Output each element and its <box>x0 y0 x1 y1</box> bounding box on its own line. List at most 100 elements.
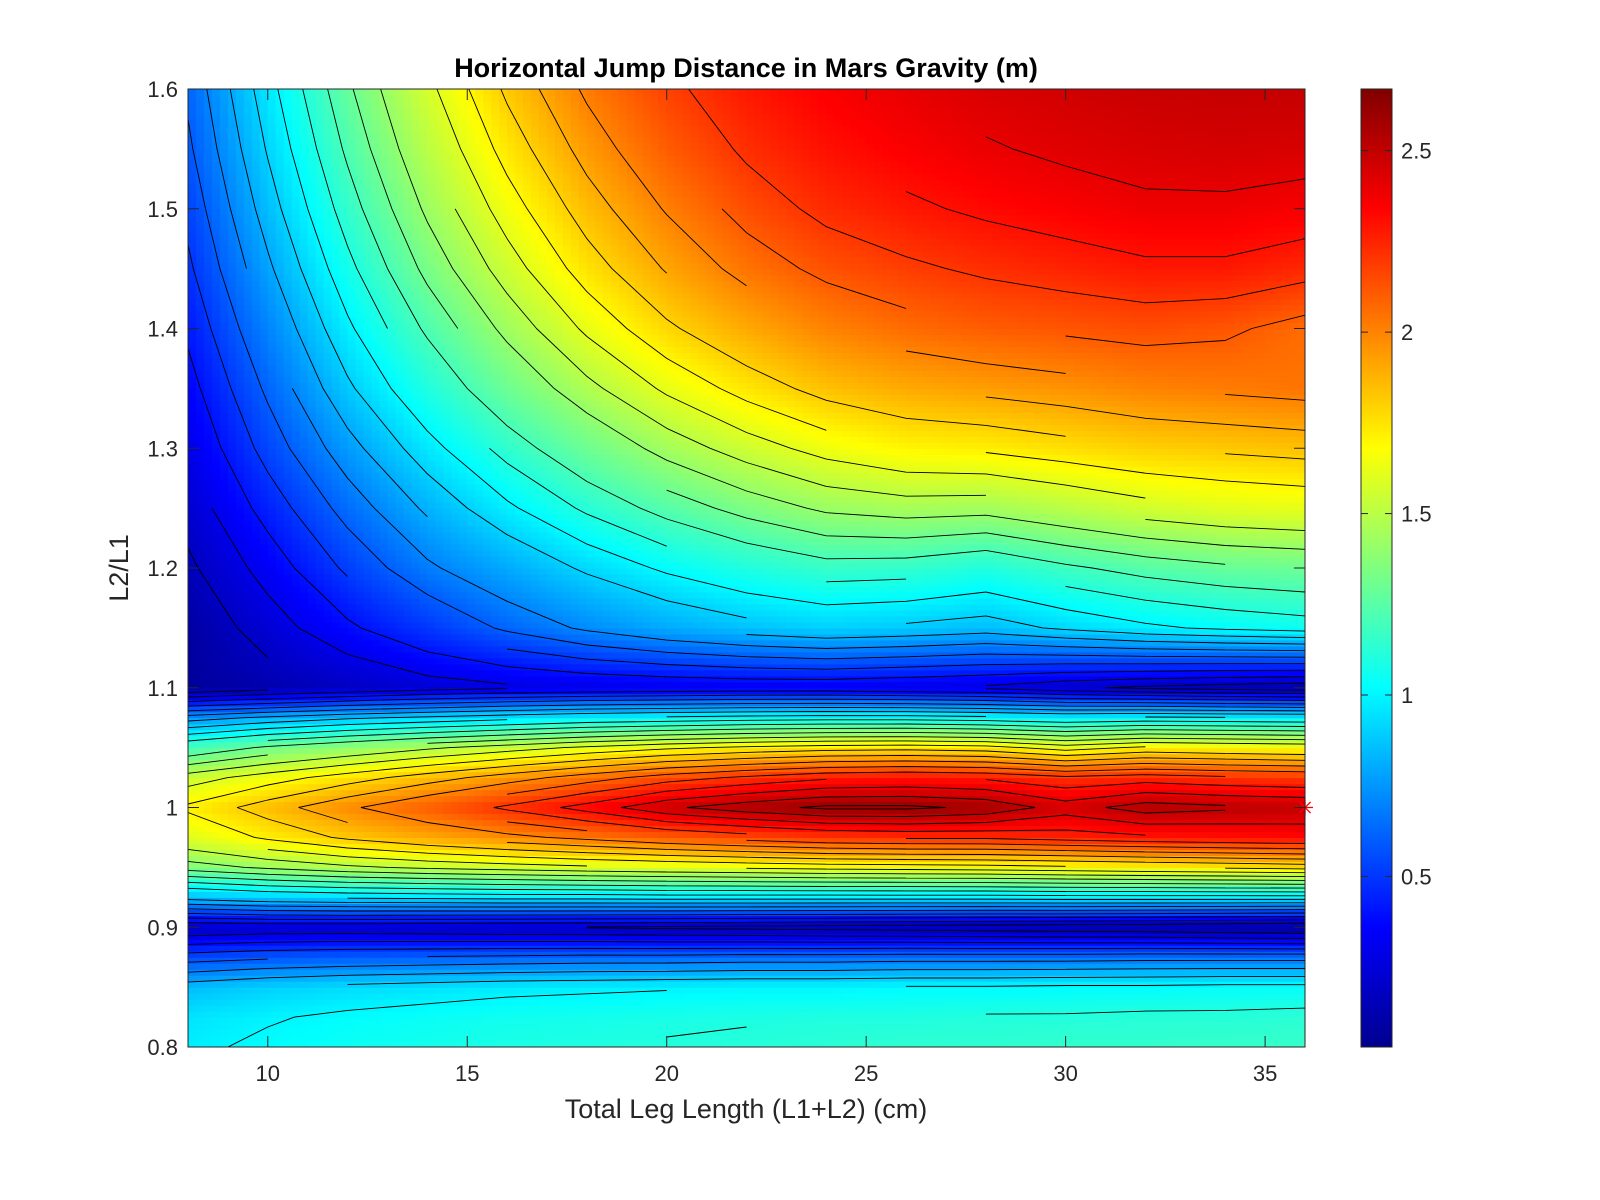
heatmap-cell <box>251 981 261 988</box>
heatmap-cell <box>363 585 373 593</box>
heatmap-cell <box>395 867 405 874</box>
heatmap-cell <box>347 999 357 1006</box>
heatmap-cell <box>339 268 349 276</box>
heatmap-cell <box>371 591 381 599</box>
heatmap-cell <box>283 502 293 509</box>
heatmap-cell <box>379 304 389 312</box>
heatmap-cell <box>243 322 253 330</box>
heatmap-cell <box>267 532 277 539</box>
heatmap-cell <box>235 933 245 940</box>
heatmap-cell <box>403 657 412 665</box>
heatmap-cell <box>419 202 428 210</box>
heatmap-cell <box>379 130 389 138</box>
heatmap-cell <box>235 669 245 677</box>
heatmap-cell <box>427 891 436 898</box>
heatmap-cell <box>211 777 221 785</box>
heatmap-cell <box>427 148 436 156</box>
heatmap-cell <box>379 735 389 743</box>
heatmap-cell <box>355 100 365 108</box>
heatmap-cell <box>259 843 269 851</box>
heatmap-cell <box>371 723 381 731</box>
heatmap-cell <box>251 903 261 910</box>
heatmap-cell <box>259 795 269 803</box>
heatmap-cell <box>355 819 365 827</box>
heatmap-cell <box>259 478 269 485</box>
heatmap-cell <box>355 975 365 982</box>
heatmap-cell <box>251 771 261 779</box>
heatmap-cell <box>291 879 301 886</box>
heatmap-cell <box>291 591 301 599</box>
heatmap-cell <box>395 478 405 485</box>
heatmap-cell <box>219 981 229 988</box>
heatmap-cell <box>243 1029 253 1036</box>
heatmap-cell <box>315 957 325 964</box>
heatmap-cell <box>267 753 277 761</box>
heatmap-cell <box>331 94 341 102</box>
heatmap-cell <box>283 280 293 288</box>
heatmap-cell <box>283 220 293 228</box>
heatmap-cell <box>371 741 381 749</box>
heatmap-cell <box>283 322 293 330</box>
heatmap-cell <box>355 106 365 114</box>
heatmap-cell <box>243 999 253 1006</box>
heatmap-cell <box>259 657 269 665</box>
heatmap-cell <box>347 1017 357 1024</box>
heatmap-cell <box>283 999 293 1006</box>
heatmap-cell <box>227 975 237 982</box>
heatmap-cell <box>363 891 373 898</box>
heatmap-cell <box>323 370 333 377</box>
heatmap-cell <box>275 909 285 916</box>
heatmap-cell <box>339 280 349 288</box>
heatmap-cell <box>339 717 349 725</box>
heatmap-cell <box>371 897 381 904</box>
heatmap-cell <box>211 951 221 958</box>
heatmap-cell <box>291 639 301 647</box>
heatmap-cell <box>411 490 420 497</box>
heatmap-cell <box>219 669 229 677</box>
heatmap-cell <box>203 544 213 551</box>
heatmap-cell <box>203 358 213 366</box>
heatmap-cell <box>251 346 261 354</box>
heatmap-cell <box>188 705 197 713</box>
heatmap-cell <box>307 747 317 755</box>
heatmap-cell <box>267 945 277 952</box>
heatmap-cell <box>323 843 333 851</box>
heatmap-cell <box>211 903 221 910</box>
heatmap-cell <box>403 963 412 970</box>
heatmap-cell <box>203 621 213 629</box>
heatmap-cell <box>331 484 341 491</box>
heatmap-cell <box>219 376 229 383</box>
heatmap-cell <box>427 376 436 383</box>
heatmap-cell <box>188 579 197 587</box>
heatmap-cell <box>411 783 420 791</box>
heatmap-cell <box>243 795 253 803</box>
heatmap-cell <box>235 538 245 545</box>
heatmap-cell <box>267 621 277 629</box>
heatmap-cell <box>203 699 213 707</box>
heatmap-cell <box>299 484 309 491</box>
heatmap-cell <box>419 639 428 647</box>
heatmap-cell <box>259 591 269 599</box>
heatmap-cell <box>291 945 301 952</box>
heatmap-cell <box>188 334 197 342</box>
heatmap-cell <box>219 927 229 934</box>
heatmap-cell <box>419 328 428 336</box>
heatmap-cell <box>188 472 197 479</box>
heatmap-cell <box>203 783 213 791</box>
heatmap-cell <box>275 1041 285 1047</box>
heatmap-cell <box>275 316 285 324</box>
heatmap-cell <box>347 795 357 803</box>
heatmap-cell <box>427 508 436 515</box>
heatmap-cell <box>203 286 213 294</box>
heatmap-cell <box>259 849 269 856</box>
heatmap-cell <box>211 478 221 485</box>
heatmap-cell <box>411 568 420 575</box>
heatmap-cell <box>243 1017 253 1024</box>
heatmap-cell <box>339 310 349 318</box>
heatmap-cell <box>275 915 285 922</box>
heatmap-cell <box>291 861 301 868</box>
heatmap-cell <box>347 202 357 210</box>
heatmap-cell <box>363 448 373 455</box>
heatmap-cell <box>387 214 397 222</box>
heatmap-cell <box>355 927 365 934</box>
